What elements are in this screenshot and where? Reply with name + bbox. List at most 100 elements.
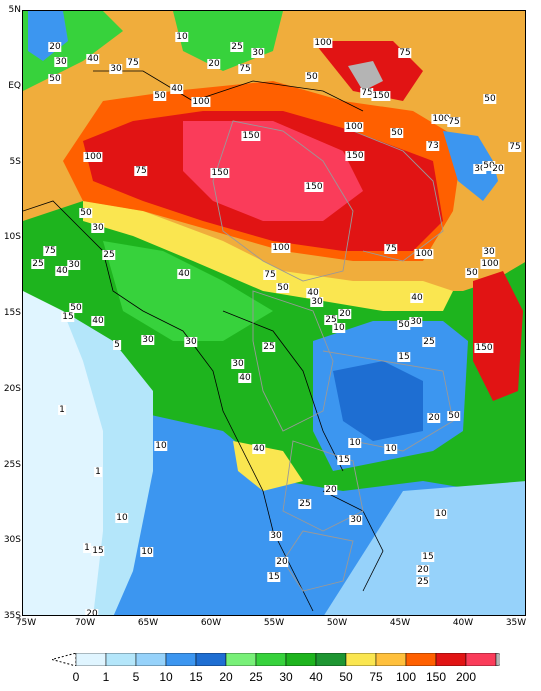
contour-label: 100 [191,97,211,107]
contour-label: 20 [275,557,289,567]
colorbar-swatch [75,653,107,666]
contour-label: 25 [416,577,430,587]
colorbar-swatch [375,653,407,666]
field-andes-lightblue [63,311,153,615]
contour-label: 10 [140,547,154,557]
colorbar-swatch [165,653,197,666]
contour-label: 30 [54,57,68,67]
contour-label: 10 [115,513,129,523]
contour-label: 100 [414,249,434,259]
colorbar-swatch [195,653,227,666]
contour-label: 20 [207,59,221,69]
contour-label: 30 [184,337,198,347]
contour-label: 100 [480,259,500,269]
field-blue-lighter [324,481,525,615]
contour-label: 1 [83,543,91,553]
contour-label: 30 [409,317,423,327]
contour-label: 20 [491,164,505,174]
contour-label: 150 [345,151,365,161]
latitude-label: 5N [8,5,21,15]
colorbar-swatch [315,653,347,666]
contour-label: 20 [85,609,99,615]
contour-label: 20 [48,42,62,52]
contour-label: 40 [177,269,191,279]
contour-label: 50 [48,74,62,84]
contour-label: 20 [427,413,441,423]
contour-label: 25 [422,337,436,347]
contour-label: 30 [91,223,105,233]
colorbar-tick-label: 1 [102,670,110,684]
longitude-label: 40W [452,618,474,628]
colorbar-tick-label: 5 [132,670,140,684]
colorbar-tick-label: 75 [369,670,383,684]
contour-label: 73 [426,141,440,151]
colorbar-tick-label: 100 [395,670,417,684]
contour-label: 40 [410,293,424,303]
contour-label: 40 [91,316,105,326]
colorbar-swatch [105,653,137,666]
contour-label: 25 [230,42,244,52]
contour-label: 75 [43,246,57,256]
contour-label: 75 [398,48,412,58]
colorbar-swatch [225,653,257,666]
contour-label: 150 [210,168,230,178]
contour-label: 100 [83,152,103,162]
contour-label: 15 [337,455,351,465]
contour-label: 100 [271,243,291,253]
longitude-label: 55W [263,618,285,628]
contour-label: 15 [397,352,411,362]
field-green-light [103,241,273,341]
contour-label: 1 [58,405,66,415]
contour-label: 40 [86,54,100,64]
contour-label: 15 [61,312,75,322]
contour-label: 25 [102,250,116,260]
colorbar-underflow [52,653,77,666]
contour-label: 30 [482,247,496,257]
longitude-label: 45W [389,618,411,628]
contour-label: 75 [134,166,148,176]
contour-label: 75 [263,270,277,280]
latitude-label: 35S [3,611,21,621]
contour-label: 10 [175,32,189,42]
contour-label: 40 [55,266,69,276]
contour-label: 30 [141,335,155,345]
contour-label: 100 [431,114,451,124]
contour-label: 50 [276,283,290,293]
latitude-label: 15S [3,308,21,318]
longitude-label: 60W [200,618,222,628]
contour-label: 40 [238,373,252,383]
contour-label: 50 [305,72,319,82]
contour-label: 15 [267,572,281,582]
field-yellow-belt [83,201,453,311]
contour-label: 30 [231,359,245,369]
contour-label: 40 [252,444,266,454]
field-pink-core [183,121,363,221]
contour-label: 10 [348,438,362,448]
longitude-label: 65W [137,618,159,628]
field-gray-max [348,61,383,91]
contour-label: 30 [269,531,283,541]
contour-label: 20 [324,485,338,495]
contour-label: 20 [338,309,352,319]
contour-label: 50 [69,303,83,313]
contour-label: 25 [324,315,338,325]
colorbar-tick-label: 25 [249,670,263,684]
colorbar-tick-label: 150 [425,670,447,684]
contour-label: 50 [153,91,167,101]
contour-label: 50 [390,128,404,138]
contour-label: 75 [384,244,398,254]
latitude-label: 25S [3,459,21,470]
colorbar-tick-label: 0 [72,670,80,684]
colorbar-tick-label: 200 [455,670,477,684]
contour-label: 50 [483,94,497,104]
colorbar-tick-label: 40 [309,670,323,684]
precipitation-map: 10 20 25 30 100 75 30 40 30 75 20 75 50 50 50 40 100 75 15… [22,10,526,616]
contour-label: 30 [109,64,123,74]
contour-label: 10 [434,509,448,519]
colorbar-tick-label: 20 [219,670,233,684]
contour-label: 100 [313,38,333,48]
colorbar-tick-label: 30 [279,670,293,684]
contour-label: 15 [421,552,435,562]
longitude-label: 75W [15,618,37,628]
precipitation-field [23,11,525,615]
